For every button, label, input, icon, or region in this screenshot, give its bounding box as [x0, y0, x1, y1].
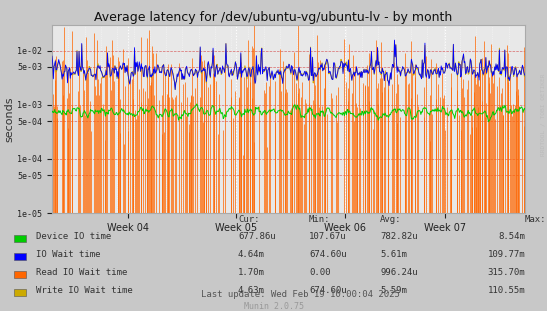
Text: Last update: Wed Feb 19 10:00:04 2025: Last update: Wed Feb 19 10:00:04 2025 [201, 290, 400, 299]
Text: 315.70m: 315.70m [487, 268, 525, 277]
Text: 996.24u: 996.24u [380, 268, 418, 277]
Text: 4.63m: 4.63m [238, 286, 265, 295]
Text: 1.70m: 1.70m [238, 268, 265, 277]
Y-axis label: seconds: seconds [4, 96, 14, 142]
Text: 674.60u: 674.60u [309, 286, 347, 295]
Text: Min:: Min: [309, 215, 330, 224]
Text: Read IO Wait time: Read IO Wait time [36, 268, 127, 277]
Text: Avg:: Avg: [380, 215, 401, 224]
Text: 5.59m: 5.59m [380, 286, 407, 295]
Text: RRDTOOL / TOBI OETIKER: RRDTOOL / TOBI OETIKER [541, 74, 546, 156]
Text: 5.61m: 5.61m [380, 250, 407, 259]
Text: Cur:: Cur: [238, 215, 259, 224]
Text: 110.55m: 110.55m [487, 286, 525, 295]
Text: 0.00: 0.00 [309, 268, 330, 277]
Text: Max:: Max: [525, 215, 546, 224]
Text: 782.82u: 782.82u [380, 232, 418, 241]
Text: 8.54m: 8.54m [498, 232, 525, 241]
Text: 107.67u: 107.67u [309, 232, 347, 241]
Text: Average latency for /dev/ubuntu-vg/ubuntu-lv - by month: Average latency for /dev/ubuntu-vg/ubunt… [95, 11, 452, 24]
Text: Write IO Wait time: Write IO Wait time [36, 286, 132, 295]
Text: Munin 2.0.75: Munin 2.0.75 [243, 301, 304, 310]
Text: 109.77m: 109.77m [487, 250, 525, 259]
Text: 674.60u: 674.60u [309, 250, 347, 259]
Text: Device IO time: Device IO time [36, 232, 111, 241]
Text: 677.86u: 677.86u [238, 232, 276, 241]
Text: 4.64m: 4.64m [238, 250, 265, 259]
Text: IO Wait time: IO Wait time [36, 250, 100, 259]
